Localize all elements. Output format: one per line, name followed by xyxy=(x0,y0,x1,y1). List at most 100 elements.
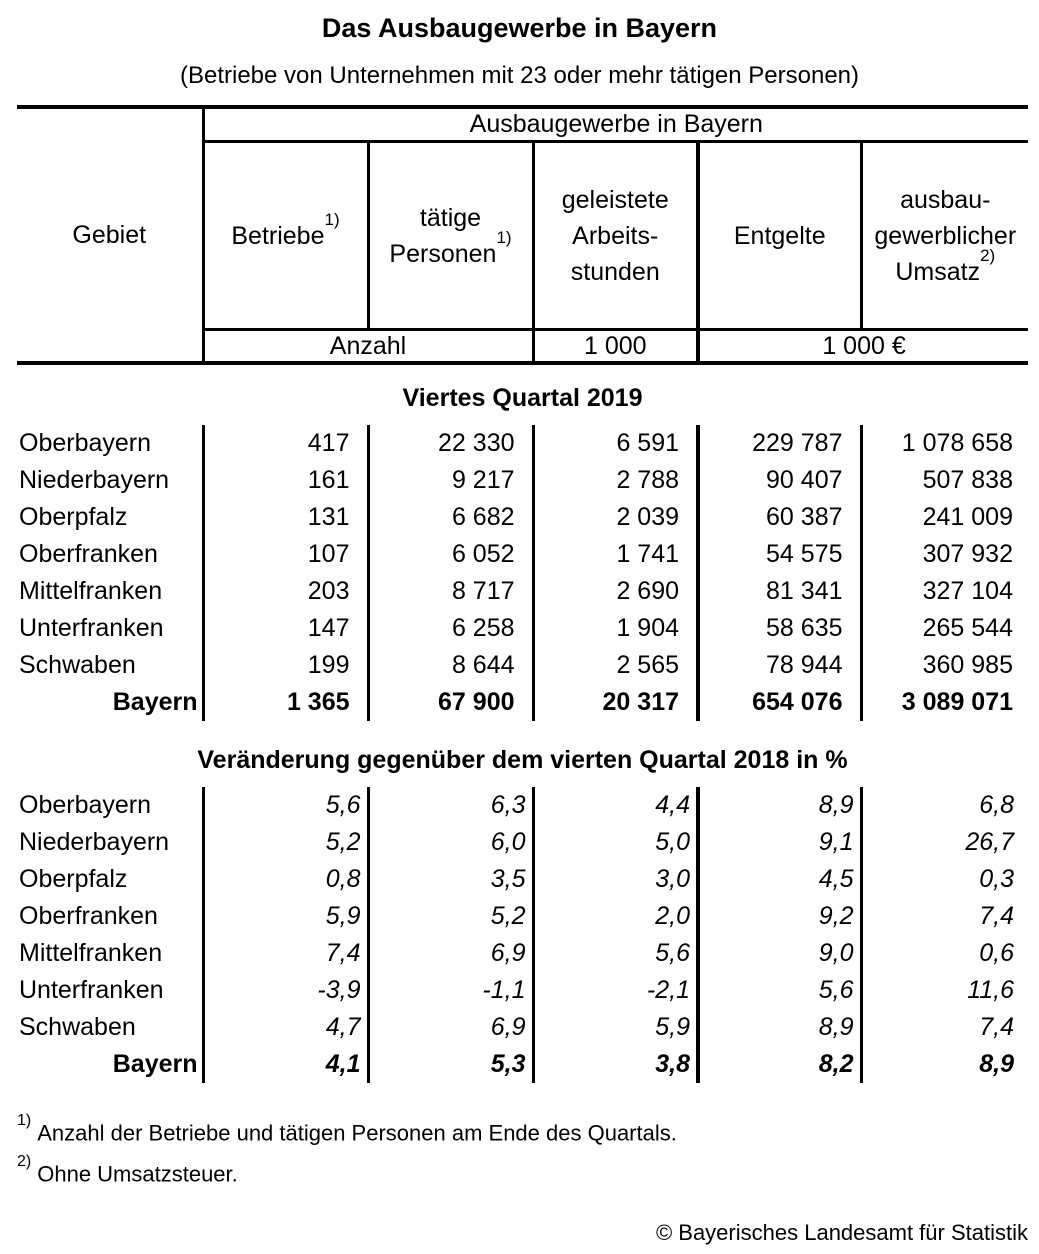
value-cell: 3,5 xyxy=(366,861,533,898)
footnote-2: 2) Ohne Umsatzsteuer. xyxy=(17,1153,1039,1189)
value-cell: 7,4 xyxy=(859,1009,1028,1046)
col-header-label: Arbeits- xyxy=(572,221,659,250)
value-cell: 3,0 xyxy=(531,861,698,898)
value-cell: 9 217 xyxy=(366,462,533,499)
header-span-row: Gebiet Ausbaugewerbe in Bayern xyxy=(17,107,1029,363)
table-row: Oberpfalz 0,8 3,5 3,0 4,5 0,3 xyxy=(17,861,1028,898)
unit-thousand-eur: 1 000 € xyxy=(695,329,1029,363)
value-cell: 78 944 xyxy=(696,647,861,684)
col-header-entgelte: Entgelte xyxy=(696,141,861,331)
value-cell: 654 076 xyxy=(696,684,861,721)
column-header-row: Betriebe1) tätige Personen1) geleistete … xyxy=(17,141,1029,331)
value-cell: 6 052 xyxy=(366,536,533,573)
value-cell: 199 xyxy=(201,647,368,684)
col-header-label: Betriebe xyxy=(231,221,325,250)
table-row: Oberpfalz 131 6 682 2 039 60 387 241 009 xyxy=(17,499,1028,536)
footnote-marker: 1) xyxy=(324,210,340,230)
value-cell: 8,2 xyxy=(696,1046,861,1083)
value-cell: 60 387 xyxy=(696,499,861,536)
total-row: Bayern 4,1 5,3 3,8 8,2 8,9 xyxy=(17,1046,1028,1083)
table-row: Oberfranken 5,9 5,2 2,0 9,2 7,4 xyxy=(17,898,1028,935)
col-header-arbeitsstunden: geleistete Arbeits- stunden xyxy=(531,141,698,331)
footnote-marker: 1) xyxy=(17,1112,32,1129)
table-row: Oberbayern 417 22 330 6 591 229 787 1 07… xyxy=(17,425,1028,462)
region-cell: Mittelfranken xyxy=(19,939,163,967)
region-cell: Schwaben xyxy=(19,1013,136,1041)
table-row: Oberbayern 5,6 6,3 4,4 8,9 6,8 xyxy=(17,787,1028,824)
group-header-cell: Ausbaugewerbe in Bayern xyxy=(203,107,1029,143)
value-cell: 5,3 xyxy=(366,1046,533,1083)
col-header-label: geleistete xyxy=(561,185,669,214)
value-cell: 6 258 xyxy=(366,610,533,647)
table-row: Unterfranken 147 6 258 1 904 58 635 265 … xyxy=(17,610,1028,647)
gebiet-header-cell: Gebiet xyxy=(17,107,205,363)
footnote-marker: 2) xyxy=(980,246,996,266)
value-cell: 8,9 xyxy=(696,1009,861,1046)
value-cell: 507 838 xyxy=(859,462,1028,499)
value-cell: 241 009 xyxy=(859,499,1028,536)
value-cell: -2,1 xyxy=(531,972,698,1009)
col-header-personen: tätige Personen1) xyxy=(366,141,533,331)
value-cell: 131 xyxy=(201,499,368,536)
value-cell: 1 078 658 xyxy=(859,425,1028,462)
units-row: Anzahl 1 000 1 000 € xyxy=(17,329,1029,363)
value-cell: 8 717 xyxy=(366,573,533,610)
value-cell: 417 xyxy=(201,425,368,462)
region-cell: Oberbayern xyxy=(19,429,152,457)
value-cell: 265 544 xyxy=(859,610,1028,647)
value-cell: 7,4 xyxy=(201,935,368,972)
value-cell: 81 341 xyxy=(696,573,861,610)
value-cell: 307 932 xyxy=(859,536,1028,573)
value-cell: 4,5 xyxy=(696,861,861,898)
table-row: Schwaben 199 8 644 2 565 78 944 360 985 xyxy=(17,647,1028,684)
value-cell: 5,2 xyxy=(201,824,368,861)
value-cell: 5,9 xyxy=(201,898,368,935)
value-cell: 6,0 xyxy=(366,824,533,861)
region-cell: Oberfranken xyxy=(19,902,158,930)
region-cell: Niederbayern xyxy=(19,466,170,494)
value-cell: 1 741 xyxy=(531,536,698,573)
value-cell: 11,6 xyxy=(859,972,1028,1009)
value-cell: 5,6 xyxy=(201,787,368,824)
region-cell: Oberpfalz xyxy=(19,503,128,531)
value-cell: 147 xyxy=(201,610,368,647)
value-cell: 4,4 xyxy=(531,787,698,824)
col-header-umsatz: ausbau- gewerblicher Umsatz2) xyxy=(859,141,1029,331)
value-cell: 5,0 xyxy=(531,824,698,861)
region-cell: Bayern xyxy=(112,688,198,716)
region-cell: Unterfranken xyxy=(19,614,164,642)
section1-table: Oberbayern 417 22 330 6 591 229 787 1 07… xyxy=(17,425,1028,721)
value-cell: 2,0 xyxy=(531,898,698,935)
table-row: Mittelfranken 203 8 717 2 690 81 341 327… xyxy=(17,573,1028,610)
value-cell: -1,1 xyxy=(366,972,533,1009)
region-cell: Oberbayern xyxy=(19,791,152,819)
region-cell: Oberfranken xyxy=(19,540,158,568)
unit-thousand: 1 000 xyxy=(531,329,698,363)
value-cell: -3,9 xyxy=(201,972,368,1009)
col-header-label: Personen1) xyxy=(389,228,512,268)
value-cell: 9,0 xyxy=(696,935,861,972)
value-cell: 26,7 xyxy=(859,824,1028,861)
col-header-label: ausbau- xyxy=(900,185,991,214)
value-cell: 6,9 xyxy=(366,1009,533,1046)
table-row: Niederbayern 5,2 6,0 5,0 9,1 26,7 xyxy=(17,824,1028,861)
table-header: Gebiet Ausbaugewerbe in Bayern Betriebe1… xyxy=(17,105,1029,365)
value-cell: 67 900 xyxy=(366,684,533,721)
value-cell: 5,2 xyxy=(366,898,533,935)
value-cell: 6,9 xyxy=(366,935,533,972)
region-cell: Schwaben xyxy=(19,651,136,679)
value-cell: 8,9 xyxy=(696,787,861,824)
footnote-marker: 1) xyxy=(496,228,512,248)
value-cell: 9,1 xyxy=(696,824,861,861)
total-row: Bayern 1 365 67 900 20 317 654 076 3 089… xyxy=(17,684,1028,721)
table-row: Schwaben 4,7 6,9 5,9 8,9 7,4 xyxy=(17,1009,1028,1046)
unit-anzahl: Anzahl xyxy=(329,332,407,360)
col-header-betriebe: Betriebe1) xyxy=(203,141,368,331)
footnote-1: 1) Anzahl der Betriebe und tätigen Person… xyxy=(17,1112,1039,1148)
col-header-label: Umsatz2) xyxy=(895,246,996,286)
footnotes: 1) Anzahl der Betriebe und tätigen Person… xyxy=(17,1112,1039,1190)
value-cell: 20 317 xyxy=(531,684,698,721)
value-cell: 3 089 071 xyxy=(859,684,1028,721)
value-cell: 8,9 xyxy=(859,1046,1028,1083)
